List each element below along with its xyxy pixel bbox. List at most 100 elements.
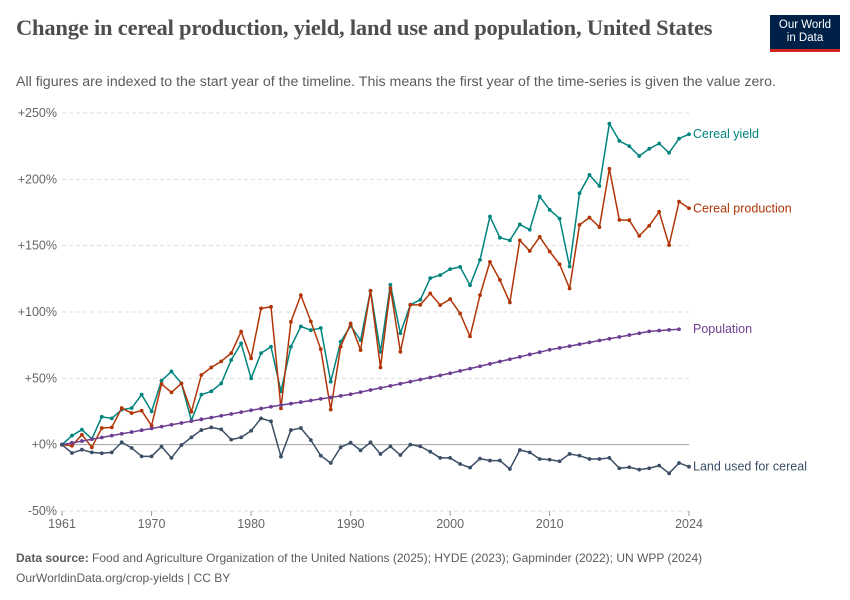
y-tick-label: +250% (18, 106, 57, 120)
data-point (60, 442, 64, 447)
x-tick-label: 2000 (436, 517, 464, 531)
series-label: Land used for cereal (693, 460, 807, 474)
data-point (557, 216, 562, 221)
data-point (607, 121, 612, 126)
data-point (517, 448, 522, 452)
data-point (199, 417, 204, 422)
data-point (667, 243, 671, 248)
data-point (468, 283, 472, 288)
data-point (408, 379, 413, 384)
data-point (478, 257, 482, 262)
data-point (338, 445, 343, 450)
data-point (587, 215, 592, 220)
data-point (478, 293, 482, 298)
series-label: Cereal production (693, 201, 792, 215)
data-point (567, 286, 572, 291)
data-point (159, 444, 164, 449)
series-label: Population (693, 322, 752, 336)
data-point (498, 359, 502, 364)
data-point (547, 347, 552, 352)
license-link[interactable]: OurWorldinData.org/crop-yields | CC BY (16, 571, 231, 585)
data-point (199, 428, 204, 432)
data-point (179, 443, 184, 447)
data-point (129, 406, 134, 410)
data-point (358, 348, 363, 352)
data-point (448, 456, 453, 460)
data-point (637, 467, 642, 472)
data-point (328, 395, 333, 400)
data-point (527, 352, 532, 357)
data-point (318, 453, 323, 458)
data-point (298, 426, 303, 430)
owid-logo[interactable]: Our World in Data (770, 15, 840, 52)
data-point (438, 373, 443, 378)
data-point (109, 433, 114, 438)
data-point (448, 267, 453, 272)
data-point (458, 369, 462, 373)
data-point (687, 206, 691, 211)
chart-title: Change in cereal production, yield, land… (16, 15, 713, 40)
data-point (597, 457, 602, 461)
chart-subtitle: All figures are indexed to the start yea… (16, 74, 776, 90)
data-point (328, 379, 333, 384)
data-point (428, 291, 433, 296)
data-point (458, 462, 462, 466)
data-point (378, 365, 383, 370)
data-point (169, 456, 174, 460)
data-point (637, 331, 642, 336)
data-point (139, 454, 144, 459)
data-point (667, 471, 671, 476)
x-tick-label: 1961 (48, 517, 76, 531)
data-point (557, 459, 562, 464)
data-point (259, 351, 263, 356)
data-point (438, 303, 443, 308)
data-point (567, 344, 572, 348)
data-point (139, 392, 144, 397)
y-tick-label: +150% (18, 239, 57, 253)
data-point (259, 406, 263, 411)
data-point (70, 443, 74, 448)
series-population (60, 327, 681, 447)
data-point (627, 218, 632, 223)
data-point (537, 194, 542, 199)
data-point (378, 349, 383, 354)
data-point (607, 166, 612, 171)
data-point (627, 333, 632, 337)
data-point (219, 427, 224, 432)
data-point (179, 421, 184, 425)
data-point (328, 461, 333, 465)
data-point (627, 465, 632, 470)
data-point (89, 445, 94, 450)
data-point (209, 425, 214, 430)
series-cereal-production (60, 166, 691, 450)
data-point (80, 439, 84, 443)
data-point (179, 381, 184, 386)
y-axis: -50% +0% +50% +100% +150% +200% +250% (18, 106, 57, 518)
data-point (229, 437, 234, 442)
data-point (279, 406, 283, 411)
data-point (348, 392, 353, 397)
data-point (607, 456, 612, 460)
data-point (99, 451, 104, 456)
data-point (159, 424, 164, 429)
data-point (577, 342, 582, 347)
data-point (259, 416, 263, 421)
data-point (557, 262, 562, 267)
data-point (99, 414, 104, 419)
data-point (657, 209, 662, 214)
data-point (667, 328, 671, 332)
data-point (647, 146, 652, 151)
data-point (259, 306, 263, 311)
data-point (189, 419, 194, 424)
logo-line-1: Our World (778, 19, 832, 31)
data-point (219, 381, 224, 386)
data-point (269, 404, 273, 409)
gridlines (62, 112, 689, 512)
data-point (637, 154, 642, 158)
data-point (318, 347, 323, 352)
data-point (368, 388, 373, 392)
data-point (458, 264, 462, 269)
data-point (368, 288, 373, 293)
data-point (547, 457, 552, 462)
data-point (348, 321, 353, 326)
